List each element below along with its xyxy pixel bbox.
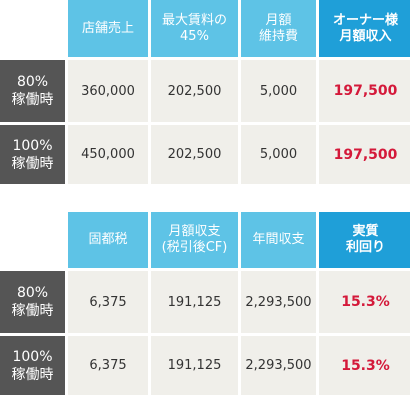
- header-owner-monthly-income: オーナー様 月額収入: [319, 0, 410, 57]
- row-label-80: 80% 稼働時: [0, 60, 65, 122]
- header-property-tax: 固都税: [68, 212, 148, 268]
- cell-owner-income-80: 197,500: [319, 60, 410, 122]
- yield-table: 固都税 月額収支 (税引後CF) 年間収支 実質 利回り 80% 稼働時 6,3…: [0, 212, 410, 395]
- row-label-100: 100% 稼働時: [0, 336, 65, 395]
- header-maintenance-fee: 月額 維持費: [241, 0, 316, 57]
- income-table: 店舗売上 最大賃料の 45% 月額 維持費 オーナー様 月額収入 80% 稼働時…: [0, 0, 410, 184]
- cell-annual-balance-100: 2,293,500: [241, 336, 316, 395]
- cell-net-yield-100: 15.3%: [319, 336, 410, 395]
- cell-owner-income-100: 197,500: [319, 125, 410, 184]
- header-annual-balance: 年間収支: [241, 212, 316, 268]
- header-store-sales: 店舗売上: [68, 0, 148, 57]
- header-monthly-balance: 月額収支 (税引後CF): [151, 212, 238, 268]
- cell-monthly-balance-80: 191,125: [151, 271, 238, 333]
- cell-max-rent-100: 202,500: [151, 125, 238, 184]
- cell-annual-balance-80: 2,293,500: [241, 271, 316, 333]
- cell-net-yield-80: 15.3%: [319, 271, 410, 333]
- cell-property-tax-100: 6,375: [68, 336, 148, 395]
- cell-maintenance-100: 5,000: [241, 125, 316, 184]
- cell-property-tax-80: 6,375: [68, 271, 148, 333]
- row-label-100: 100% 稼働時: [0, 125, 65, 184]
- row-label-80: 80% 稼働時: [0, 271, 65, 333]
- header-max-rent-45: 最大賃料の 45%: [151, 0, 238, 57]
- cell-store-sales-100: 450,000: [68, 125, 148, 184]
- cell-max-rent-80: 202,500: [151, 60, 238, 122]
- corner-cell: [0, 212, 65, 268]
- header-net-yield: 実質 利回り: [319, 212, 410, 268]
- cell-monthly-balance-100: 191,125: [151, 336, 238, 395]
- cell-maintenance-80: 5,000: [241, 60, 316, 122]
- cell-store-sales-80: 360,000: [68, 60, 148, 122]
- corner-cell: [0, 0, 65, 57]
